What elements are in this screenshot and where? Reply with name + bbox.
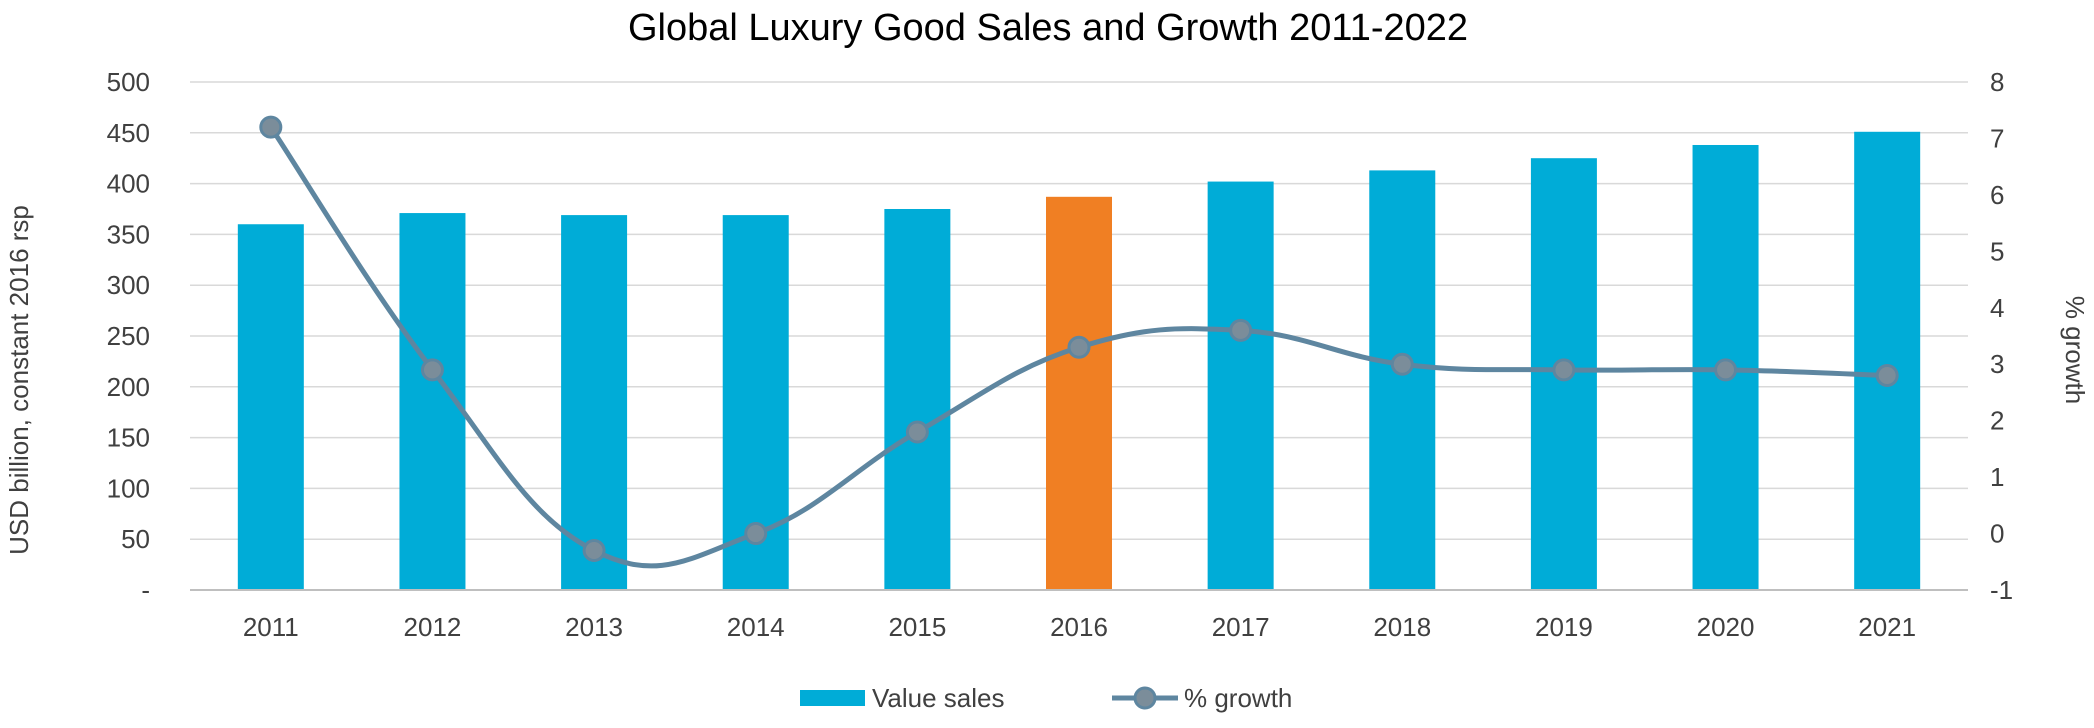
y-tick-label: 250 xyxy=(107,321,150,351)
y2-tick-label: 6 xyxy=(1990,180,2004,210)
x-tick-label: 2016 xyxy=(1050,612,1108,642)
y2-tick-label: 2 xyxy=(1990,406,2004,436)
x-tick-label: 2014 xyxy=(727,612,785,642)
x-tick-label: 2020 xyxy=(1697,612,1755,642)
legend-label-value-sales: Value sales xyxy=(872,683,1005,713)
bars xyxy=(237,131,1921,591)
bar-value-sales xyxy=(1854,131,1921,590)
x-tick-label: 2019 xyxy=(1535,612,1593,642)
y-tick-label: 50 xyxy=(121,524,150,554)
y2-tick-label: 1 xyxy=(1990,462,2004,492)
bar-value-sales xyxy=(884,209,951,590)
y-tick-label: 450 xyxy=(107,118,150,148)
x-tick-label: 2021 xyxy=(1858,612,1916,642)
growth-point xyxy=(420,358,444,382)
y2-tick-label: 0 xyxy=(1990,519,2004,549)
growth-point xyxy=(1390,352,1414,376)
y-tick-label: - xyxy=(141,575,150,605)
y-tick-label: 500 xyxy=(107,67,150,97)
y-tick-label: 300 xyxy=(107,270,150,300)
y2-tick-label: 4 xyxy=(1990,293,2004,323)
y2-tick-label: 8 xyxy=(1990,67,2004,97)
y-tick-label: 100 xyxy=(107,473,150,503)
legend: Value sales % growth xyxy=(800,683,1292,713)
y-tick-label: 350 xyxy=(107,219,150,249)
growth-point xyxy=(1229,318,1253,342)
bar-value-sales xyxy=(561,215,628,590)
bar-value-sales xyxy=(237,224,304,591)
y2-axis-label: % growth xyxy=(2060,296,2090,404)
x-tick-label: 2015 xyxy=(888,612,946,642)
y-axis-label: USD billion, constant 2016 rsp xyxy=(4,205,34,555)
x-tick-label: 2017 xyxy=(1212,612,1270,642)
bar-value-sales xyxy=(1207,181,1274,590)
bar-value-sales xyxy=(1046,196,1112,591)
growth-line-path xyxy=(268,125,1888,569)
y2-tick-label: 7 xyxy=(1990,123,2004,153)
legend-label-growth: % growth xyxy=(1184,683,1292,713)
growth-point xyxy=(1552,358,1576,382)
growth-point xyxy=(1067,335,1091,359)
growth-point xyxy=(1714,358,1738,382)
legend-marker-growth xyxy=(1133,686,1157,710)
y2-tick-label: 5 xyxy=(1990,236,2004,266)
growth-line xyxy=(259,115,1899,569)
growth-point xyxy=(905,420,929,444)
growth-point xyxy=(744,522,768,546)
x-tick-label: 2011 xyxy=(243,612,299,642)
y-tick-label: 150 xyxy=(107,423,150,453)
y-tick-label: 400 xyxy=(107,169,150,199)
x-tick-label: 2012 xyxy=(404,612,462,642)
chart-title: Global Luxury Good Sales and Growth 2011… xyxy=(628,7,1468,49)
x-tick-label: 2013 xyxy=(565,612,623,642)
axes: - 50 100 150 200 250 300 350 400 450 500 -1 0 1 2 3 4 5 6 7… xyxy=(107,67,2014,642)
x-tick-label: 2018 xyxy=(1373,612,1431,642)
growth-point xyxy=(582,538,606,562)
legend-swatch-value-sales xyxy=(800,690,865,706)
growth-point xyxy=(1875,364,1899,388)
y-tick-label: 200 xyxy=(107,372,150,402)
growth-point xyxy=(259,115,283,139)
y2-tick-label: 3 xyxy=(1990,349,2004,379)
bar-value-sales xyxy=(1369,170,1436,590)
y2-tick-label: -1 xyxy=(1990,575,2013,605)
